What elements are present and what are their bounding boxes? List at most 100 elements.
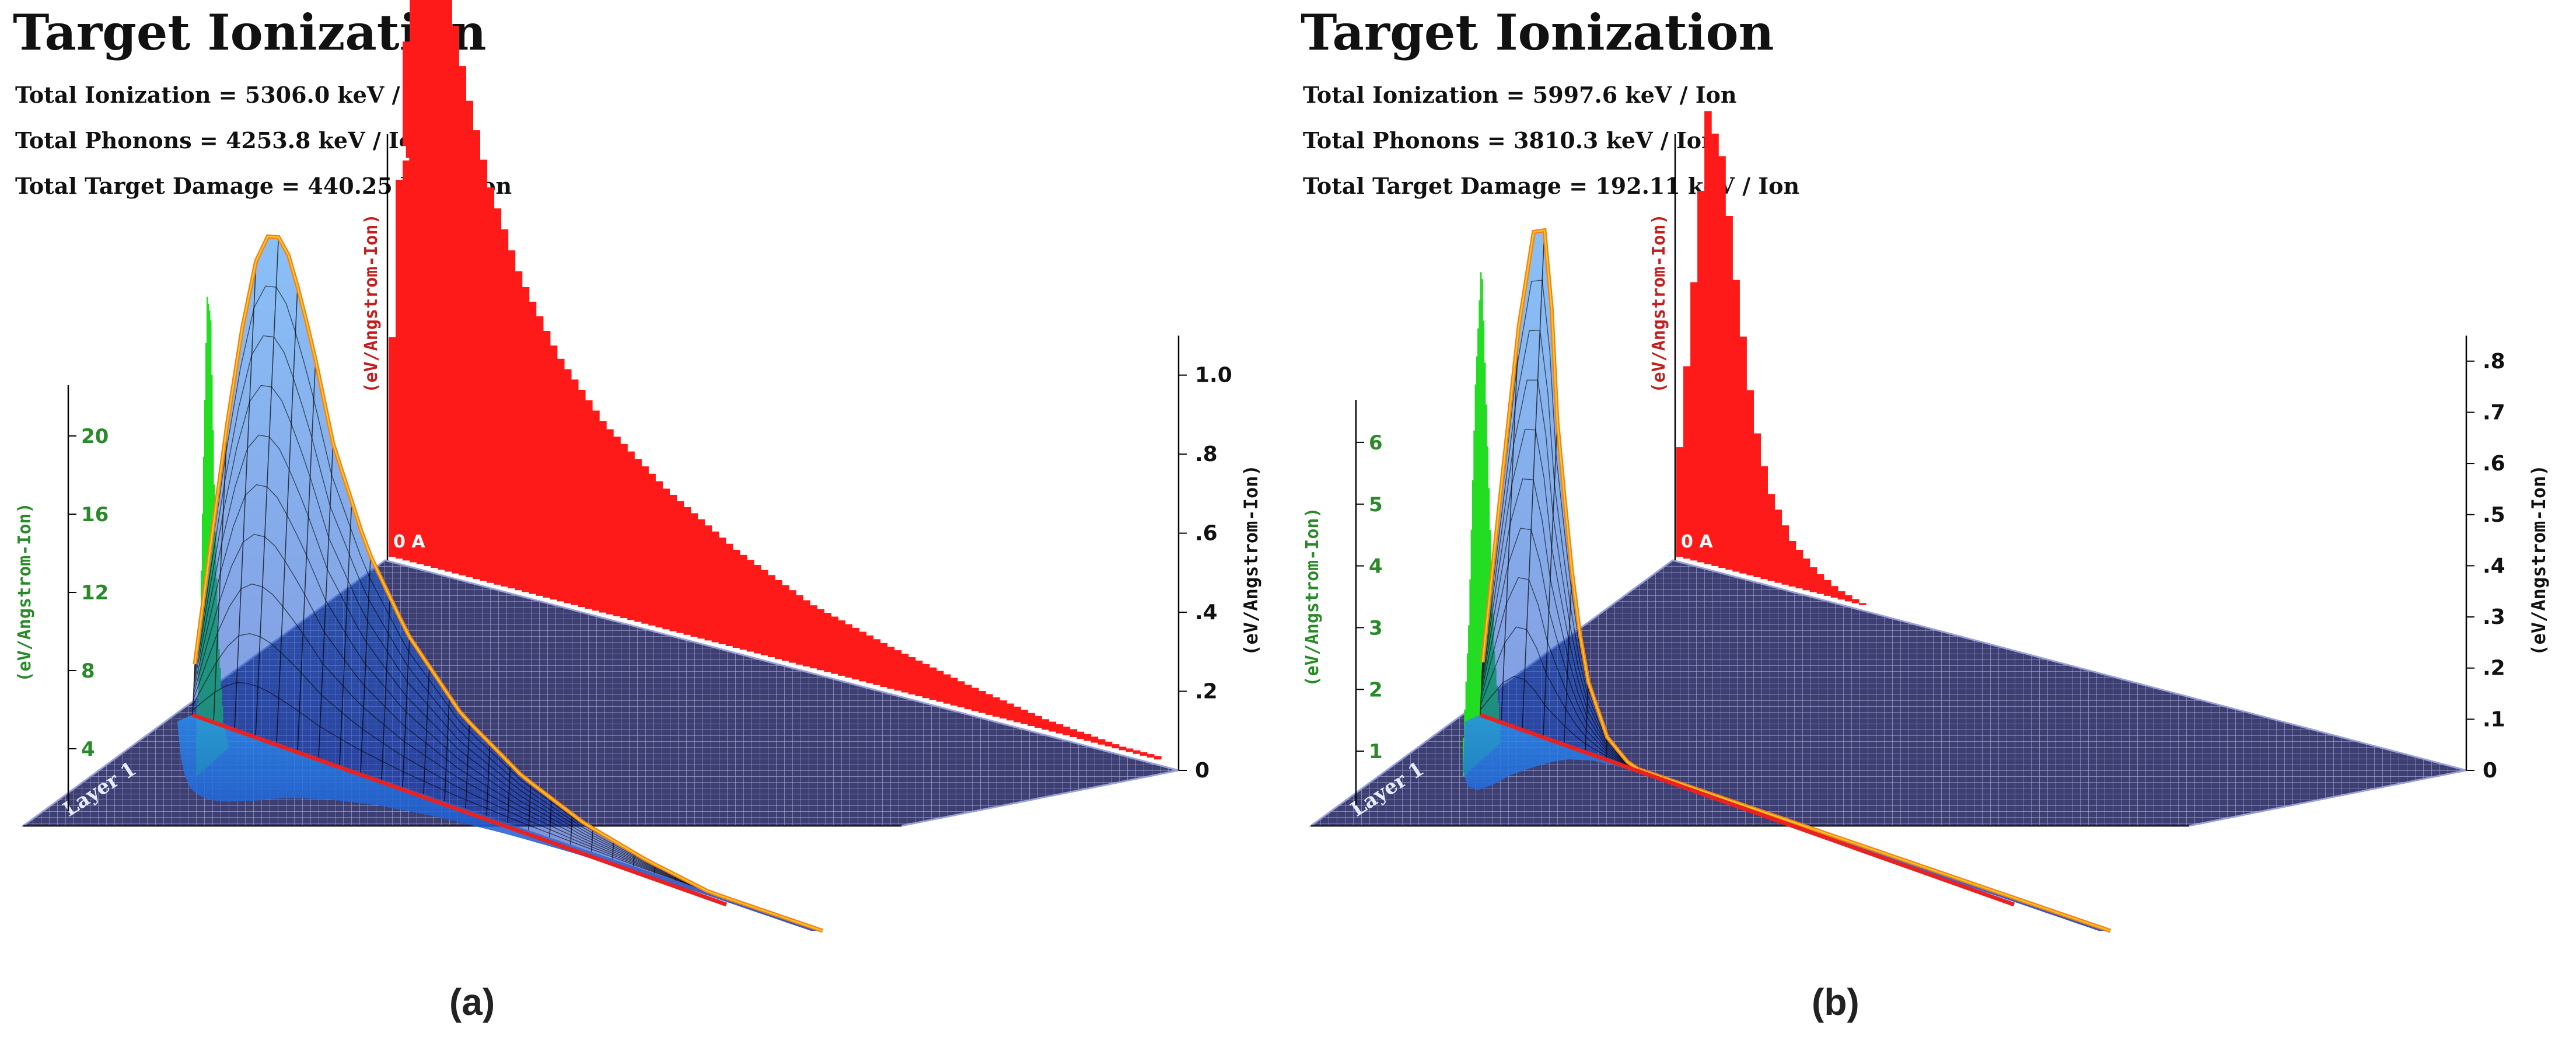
phonon-bar	[824, 613, 831, 672]
phonon-bar	[1767, 494, 1775, 581]
phonon-bar	[866, 635, 874, 683]
phonon-bar	[564, 369, 572, 603]
phonon-bar	[739, 554, 747, 650]
phonon-bar	[515, 271, 523, 591]
right-axis-tick-label: .2	[1195, 680, 1218, 704]
right-axis-label: (eV/Angstrom-Ion)	[2528, 465, 2550, 656]
panel-caption: (b)	[1812, 981, 1860, 1023]
phonon-bar	[985, 694, 993, 715]
ionization-surface	[193, 236, 823, 931]
total-phonons-text: Total Phonons = 4253.8 keV / Ion	[15, 127, 430, 153]
phonon-bar	[487, 187, 495, 583]
phonons-histogram	[1676, 111, 1867, 605]
damage-bar	[1473, 430, 1476, 767]
chart-panel-a: Target Ionization Total Ionization = 530…	[13, 0, 1262, 1023]
right-axis-tick-label: .7	[2483, 401, 2505, 425]
damage-bar	[1474, 384, 1477, 766]
chart-title: Target Ionization	[1301, 4, 1774, 61]
phonon-bar	[810, 605, 817, 669]
right-axis-tick-label: .1	[2483, 707, 2505, 731]
phonon-bar	[936, 671, 944, 702]
phonon-bar	[943, 674, 951, 704]
phonon-bar	[711, 531, 719, 643]
phonon-bar	[445, 0, 452, 572]
right-axis-tick-label: .3	[2483, 605, 2505, 629]
phonon-bar	[803, 600, 810, 666]
phonon-bar	[859, 631, 866, 682]
origin-label: 0 A	[1681, 532, 1713, 552]
phonon-bar	[1802, 559, 1810, 591]
phonon-bar	[789, 590, 796, 663]
phonon-bar	[1760, 466, 1768, 580]
phonon-bar	[1112, 744, 1120, 749]
phonon-bar	[1006, 703, 1014, 721]
phonon-bar	[1851, 599, 1860, 603]
phonon-bar	[557, 358, 565, 602]
damage-bar	[1472, 480, 1474, 768]
right-axis-tick-label: 1.0	[1195, 364, 1232, 388]
phonon-bar	[669, 495, 677, 631]
left-axis-label: (eV/Angstrom-Ion)	[1302, 507, 1323, 686]
phonon-bar	[410, 0, 417, 563]
phonon-bar	[999, 700, 1007, 719]
phonon-bar	[852, 627, 859, 680]
phonon-bar	[1076, 731, 1085, 739]
damage-bar	[207, 296, 208, 767]
phonon-bar	[1704, 111, 1712, 564]
phonon-bar	[1781, 525, 1789, 585]
phonon-bar	[655, 481, 663, 628]
phonon-bar	[831, 616, 838, 674]
phonon-bar	[1858, 603, 1867, 605]
phonon-bar	[817, 609, 824, 671]
phonon-bar	[760, 570, 768, 655]
phonon-bar	[964, 685, 972, 710]
phonon-bar	[1133, 750, 1141, 754]
right-axis-label: (eV/Angstrom-Ion)	[1240, 465, 1262, 656]
phonon-bar	[887, 647, 895, 689]
phonon-bar	[571, 379, 579, 605]
phonon-bar	[915, 660, 923, 696]
phonon-bar	[1140, 752, 1148, 756]
phonon-bar	[1753, 433, 1761, 577]
phonon-bar	[438, 0, 445, 570]
phonon-bar	[992, 697, 1000, 717]
right-axis-tick-label: 0	[1195, 759, 1210, 783]
phonon-bar	[1676, 447, 1684, 557]
right-axis-tick-label: .4	[1195, 601, 1218, 624]
damage-bar	[1477, 328, 1479, 763]
phonon-bar	[732, 550, 740, 648]
phonon-bar	[543, 331, 551, 598]
phonon-bar	[1069, 729, 1078, 737]
right-axis-tick-label: .8	[1195, 442, 1218, 466]
damage-bar	[1485, 404, 1487, 756]
phonon-bar	[529, 302, 537, 594]
phonon-bar	[1732, 280, 1740, 572]
phonon-bar	[536, 316, 544, 596]
phonon-bar	[697, 519, 705, 639]
phonon-bar	[922, 664, 930, 699]
phonon-bar	[908, 657, 916, 694]
phonon-bar	[389, 337, 396, 557]
ionization-profile-line	[194, 235, 823, 932]
phonon-bar	[522, 287, 530, 592]
phonon-bar	[592, 410, 600, 611]
phonon-bar	[403, 41, 410, 561]
phonon-bar	[494, 208, 502, 585]
back-axis-tick-label: 1	[397, 142, 411, 166]
right-axis-tick-label: .4	[2483, 554, 2505, 578]
phonon-bar	[1147, 754, 1155, 758]
damage-bar	[205, 343, 207, 768]
origin-label: 0 A	[393, 532, 425, 552]
phonon-bar	[683, 507, 691, 635]
phonon-bar	[796, 595, 803, 665]
phonon-bar	[1746, 390, 1754, 575]
phonon-bar	[578, 390, 586, 607]
phonon-bar	[417, 0, 424, 564]
phonon-bar	[613, 437, 621, 616]
phonon-bar	[1119, 746, 1127, 751]
phonon-bar	[550, 345, 558, 600]
phonon-bar	[838, 620, 845, 676]
damage-bar	[1470, 529, 1473, 769]
left-axis-tick-label: 1	[1369, 740, 1383, 763]
phonon-bar	[845, 624, 852, 678]
